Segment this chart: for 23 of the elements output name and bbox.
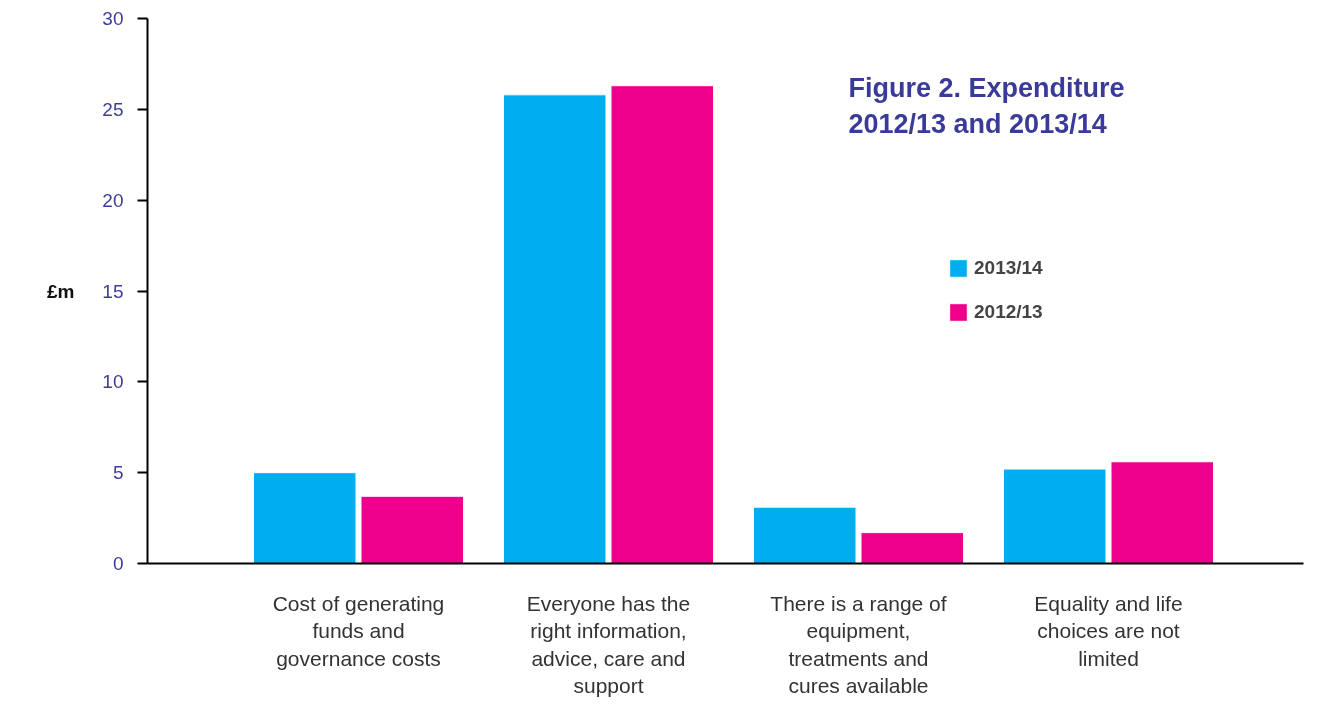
legend-label: 2013/14 xyxy=(974,257,1043,279)
x-tick-label: There is a range of equipment, treatments and cures available xyxy=(770,591,947,698)
y-tick-label: 5 xyxy=(112,462,124,484)
bar xyxy=(610,85,714,564)
text: Figure 2. Expenditure 2012/13 and 2013/14 xyxy=(848,72,1125,139)
legend-label: 2012/13 xyxy=(974,301,1043,323)
y-tick-label: 30 xyxy=(102,8,124,29)
y-tick-label: 25 xyxy=(102,98,124,120)
x-tick-label: Cost of generating funds and governance costs xyxy=(272,591,445,670)
y-axis-title: £m xyxy=(46,280,75,302)
y-tick-label: 20 xyxy=(102,189,124,211)
bar xyxy=(503,94,607,564)
bar xyxy=(753,506,857,564)
bar xyxy=(360,495,464,564)
bar xyxy=(253,472,357,564)
bar xyxy=(1110,461,1214,564)
y-tick-label: 10 xyxy=(102,371,124,393)
bar xyxy=(1003,468,1107,564)
x-tick-label: Everyone has the right information, advice, care and support xyxy=(526,591,691,698)
bar xyxy=(860,532,964,564)
y-tick-label: 15 xyxy=(102,280,124,302)
y-tick-label: 0 xyxy=(112,553,124,574)
x-tick-label: Equality and life choices are not limited xyxy=(1034,591,1183,670)
